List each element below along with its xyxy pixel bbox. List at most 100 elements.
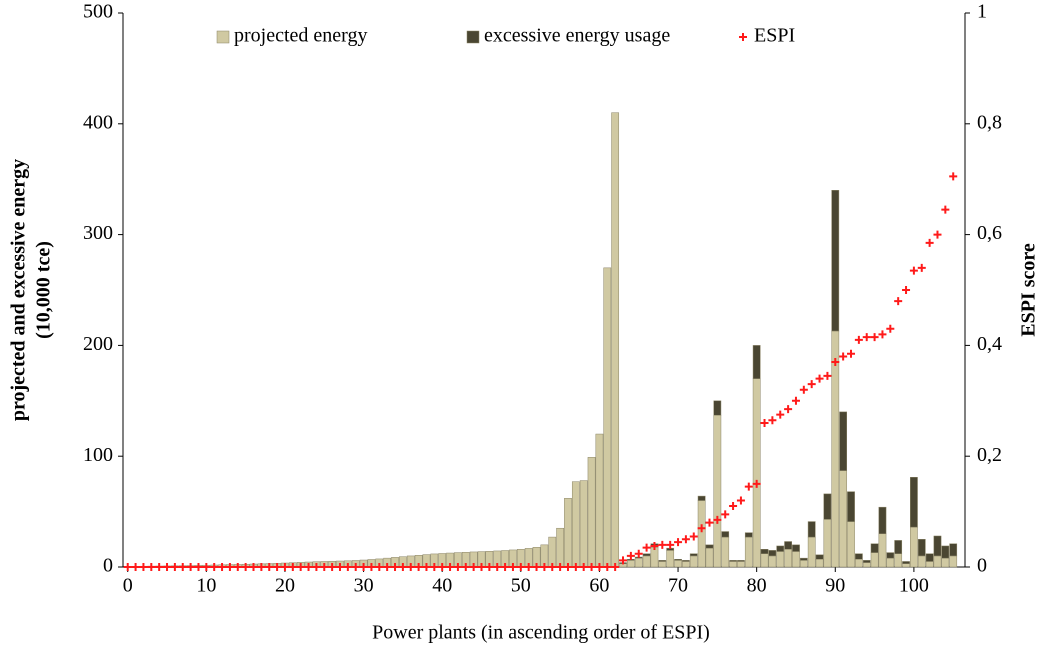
point [296, 563, 305, 571]
bar [658, 561, 667, 568]
bar [917, 555, 926, 568]
point [603, 563, 612, 571]
bar [933, 535, 942, 557]
bar [674, 560, 682, 568]
x-tick-label: 70 [668, 575, 688, 597]
point [383, 563, 392, 571]
bar [839, 411, 848, 471]
bar [784, 549, 792, 568]
legend-swatch [739, 33, 747, 41]
bar [776, 551, 785, 568]
bar [697, 500, 706, 568]
legend-swatch [216, 30, 230, 44]
point [595, 563, 604, 571]
point [902, 286, 911, 294]
bar [807, 536, 816, 568]
bar [721, 531, 730, 538]
point [776, 410, 785, 419]
point [501, 563, 510, 571]
bar [925, 561, 934, 568]
point [178, 563, 187, 571]
point [760, 418, 769, 427]
bar [910, 477, 918, 528]
point [241, 563, 250, 571]
point [689, 532, 698, 541]
bar [902, 561, 910, 564]
point [548, 563, 557, 571]
bar [854, 553, 863, 560]
x-tick-label: 90 [825, 575, 845, 597]
point [949, 172, 958, 181]
bar [705, 544, 714, 549]
point [611, 563, 620, 571]
bar [729, 560, 737, 562]
bar [894, 553, 903, 568]
bar [658, 560, 667, 562]
y2-tick-label: 0,4 [977, 333, 1002, 355]
bar [784, 541, 792, 550]
point [453, 563, 462, 571]
bar [666, 550, 675, 568]
y2-tick-label: 1 [977, 1, 987, 23]
point [634, 549, 643, 558]
point [823, 371, 832, 380]
bar [729, 561, 737, 568]
point [469, 563, 478, 571]
point [508, 563, 517, 571]
point [335, 563, 344, 571]
point [493, 563, 502, 571]
point [186, 563, 195, 571]
bar [682, 561, 690, 568]
y2-tick-label: 0,2 [977, 444, 1002, 466]
point [744, 482, 753, 491]
point [736, 496, 745, 505]
point [768, 416, 777, 425]
bar [556, 527, 564, 568]
point [642, 543, 651, 552]
point [170, 563, 179, 571]
point [359, 563, 368, 571]
bar [744, 532, 753, 538]
bar [697, 495, 706, 501]
point [626, 551, 635, 560]
bar [949, 543, 958, 557]
point [839, 352, 848, 361]
bar [862, 560, 871, 563]
point [210, 563, 219, 571]
bar [571, 481, 580, 568]
point [406, 563, 415, 571]
bar [870, 552, 879, 568]
point [233, 563, 242, 571]
point [391, 563, 400, 571]
point [658, 540, 667, 549]
x-tick-label: 50 [511, 575, 531, 597]
bar [847, 491, 855, 522]
bar [768, 550, 777, 557]
bar [595, 433, 604, 568]
point [862, 333, 871, 342]
point [815, 374, 824, 383]
x-tick-label: 30 [354, 575, 374, 597]
point [532, 563, 541, 571]
point [571, 563, 580, 571]
point [194, 563, 203, 571]
x-axis-title: Power plants (in ascending order of ESPI… [372, 622, 710, 644]
bar [910, 526, 918, 568]
point [273, 563, 282, 571]
bar [847, 521, 855, 568]
y-axis-title: (10,000 tce) [33, 241, 55, 339]
bar [689, 553, 698, 557]
bar [752, 378, 761, 568]
y-tick-label: 500 [83, 1, 113, 23]
bar [831, 330, 840, 568]
bar [564, 498, 572, 568]
y-tick-label: 0 [103, 555, 113, 577]
bar [776, 545, 785, 552]
bar [823, 493, 832, 520]
bar [878, 533, 887, 568]
point [681, 535, 690, 544]
bar [862, 562, 871, 568]
point [650, 541, 659, 550]
bar [611, 112, 620, 568]
